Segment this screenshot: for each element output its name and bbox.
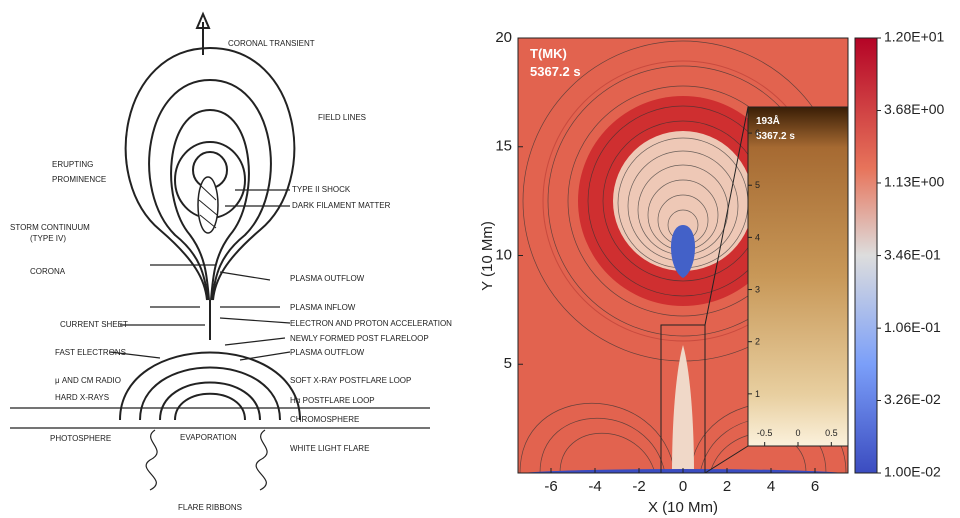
label: PROMINENCE	[52, 175, 106, 184]
x-tick-label: -6	[544, 478, 557, 495]
colorbar	[855, 38, 877, 473]
label: FIELD LINES	[318, 113, 366, 122]
quantity-label: T(MK)	[530, 46, 567, 61]
colorbar-tick-label: 1.06E-01	[884, 319, 941, 335]
label: DARK FILAMENT MATTER	[292, 201, 391, 210]
inset-x-tick-label: 0	[795, 428, 800, 438]
inset-channel: 193Å	[756, 114, 780, 127]
label: μ AND CM RADIO	[55, 376, 121, 385]
field-line	[126, 48, 295, 300]
label: EVAPORATION	[180, 433, 237, 442]
label: CURRENT SHEET	[60, 320, 128, 329]
x-tick-label: 0	[679, 478, 687, 495]
label: NEWLY FORMED POST FLARELOOP	[290, 334, 429, 343]
label: FAST ELECTRONS	[55, 348, 126, 357]
x-tick-label: -2	[632, 478, 645, 495]
postflare-loop	[120, 353, 300, 421]
label: FLARE RIBBONS	[178, 503, 242, 512]
colorbar-tick-label: 3.26E-02	[884, 391, 941, 407]
label: CORONAL TRANSIENT	[228, 39, 315, 48]
label: CORONA	[30, 267, 66, 276]
inset-y-tick-label: 6	[755, 128, 760, 138]
figure: CORONAL TRANSIENT FIELD LINES ERUPTING P…	[0, 0, 960, 518]
label: STORM CONTINUUM	[10, 223, 90, 232]
inset-y-tick-label: 3	[755, 285, 760, 295]
inset-time: 5367.2 s	[756, 131, 795, 142]
chromosphere	[10, 408, 430, 428]
colorbar-tick-label: 1.20E+01	[884, 29, 945, 45]
label: ERUPTING	[52, 160, 93, 169]
inset	[748, 107, 848, 446]
x-tick-label: 4	[767, 478, 775, 495]
label: CHROMOSPHERE	[290, 415, 359, 424]
x-tick-label: 6	[811, 478, 819, 495]
inset-y-tick-label: 5	[755, 180, 760, 190]
time-label: 5367.2 s	[530, 64, 581, 79]
y-tick-label: 10	[495, 246, 512, 263]
label: WHITE LIGHT FLARE	[290, 444, 369, 453]
x-tick-label: -4	[588, 478, 601, 495]
inset-y-tick-label: 2	[755, 337, 760, 347]
inset-y-tick-label: 4	[755, 232, 760, 242]
page: {"diagram": {"labels": ["CORONAL TRANSIE…	[0, 0, 960, 518]
inset-y-tick-label: 1	[755, 389, 760, 399]
y-tick-label: 15	[495, 138, 512, 155]
inset-x-tick-label: 0.5	[825, 428, 838, 438]
y-tick-label: 20	[495, 29, 512, 46]
label: Hα POSTFLARE LOOP	[290, 396, 375, 405]
label: PLASMA OUTFLOW	[290, 348, 365, 357]
label: HARD X-RAYS	[55, 393, 109, 402]
colorbar-tick-label: 3.46E-01	[884, 246, 941, 262]
colorbar-tick-label: 1.13E+00	[884, 174, 945, 190]
label: PLASMA INFLOW	[290, 303, 356, 312]
x-axis-label: X (10 Mm)	[648, 499, 718, 516]
schematic: CORONAL TRANSIENT FIELD LINES ERUPTING P…	[10, 14, 452, 512]
colorbar-tick-label: 1.00E-02	[884, 464, 941, 480]
label: (TYPE IV)	[30, 234, 66, 243]
inset-x-tick-label: -0.5	[757, 428, 773, 438]
y-tick-label: 5	[504, 355, 512, 372]
label: TYPE II SHOCK	[292, 185, 351, 194]
y-axis-label: Y (10 Mm)	[479, 221, 496, 291]
colorbar-tick-label: 3.68E+00	[884, 101, 945, 117]
x-tick-label: 2	[723, 478, 731, 495]
label: PLASMA OUTFLOW	[290, 274, 365, 283]
label: ELECTRON AND PROTON ACCELERATION	[290, 319, 452, 328]
label: PHOTOSPHERE	[50, 434, 111, 443]
label: SOFT X-RAY POSTFLARE LOOP	[290, 376, 411, 385]
